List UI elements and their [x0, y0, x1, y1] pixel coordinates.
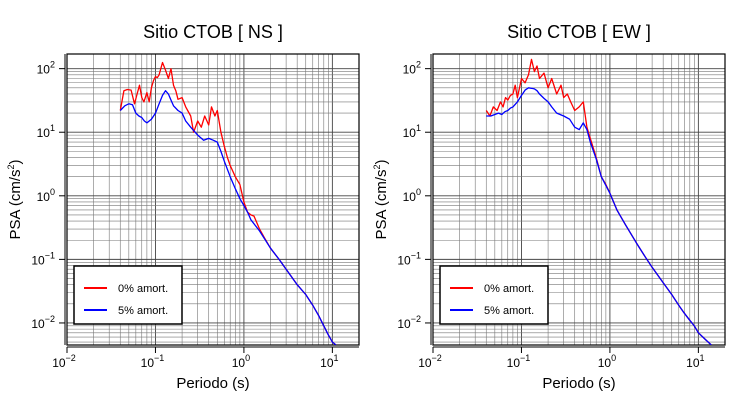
y-tick-label: 10−1 [397, 250, 421, 267]
x-tick-label: 100 [598, 353, 616, 370]
y-tick-label: 10−2 [397, 314, 421, 331]
x-tick-label: 101 [320, 353, 338, 370]
y-tick-label: 102 [403, 60, 421, 77]
y-tick-label: 101 [403, 123, 421, 140]
x-tick-label: 100 [232, 353, 250, 370]
series-group [485, 58, 712, 345]
y-axis-label: PSA (cm/s2) [6, 159, 24, 239]
legend-box [439, 265, 549, 325]
y-tick-label: 101 [37, 123, 55, 140]
chart-panel-2: 10−2 10−1 100 101 10−2 10−1 100 101 102 Sitio CTO… [372, 22, 726, 392]
legend: 0% amort. 5% amort. [73, 265, 183, 325]
plot-frame [66, 53, 360, 346]
y-tick-label: 102 [37, 60, 55, 77]
y-tick-label: 100 [37, 187, 55, 204]
y-axis-label: PSA (cm/s2) [372, 159, 390, 239]
y-tick-label: 10−2 [31, 314, 55, 331]
x-axis-label: Periodo (s) [542, 375, 615, 392]
legend: 0% amort. 5% amort. [439, 265, 549, 325]
series-line-amort-5 [486, 87, 712, 345]
grid [432, 54, 726, 345]
legend-label: 5% amort. [484, 305, 534, 317]
legend-label: 0% amort. [118, 283, 168, 295]
x-axis-label: Periodo (s) [176, 375, 249, 392]
chart-title: Sitio CTOB [ EW ] [507, 22, 651, 42]
x-tick-label: 101 [686, 353, 704, 370]
x-tick-label: 10−2 [418, 353, 442, 370]
x-tick-label: 10−1 [507, 353, 531, 370]
legend-label: 0% amort. [484, 283, 534, 295]
legend-label: 5% amort. [118, 305, 168, 317]
x-tick-label: 10−1 [141, 353, 165, 370]
y-tick-label: 100 [403, 187, 421, 204]
chart-panel-1: 10−2 10−1 100 101 10−2 10−1 100 101 102 Sitio CTO… [6, 22, 360, 392]
chart-title: Sitio CTOB [ NS ] [143, 22, 283, 42]
series-line-amort-5 [119, 90, 337, 345]
series-group [119, 61, 337, 345]
legend-box [73, 265, 183, 325]
plot-frame [432, 53, 726, 346]
x-tick-label: 10−2 [52, 353, 76, 370]
y-tick-label: 10−1 [31, 250, 55, 267]
grid [66, 54, 360, 345]
